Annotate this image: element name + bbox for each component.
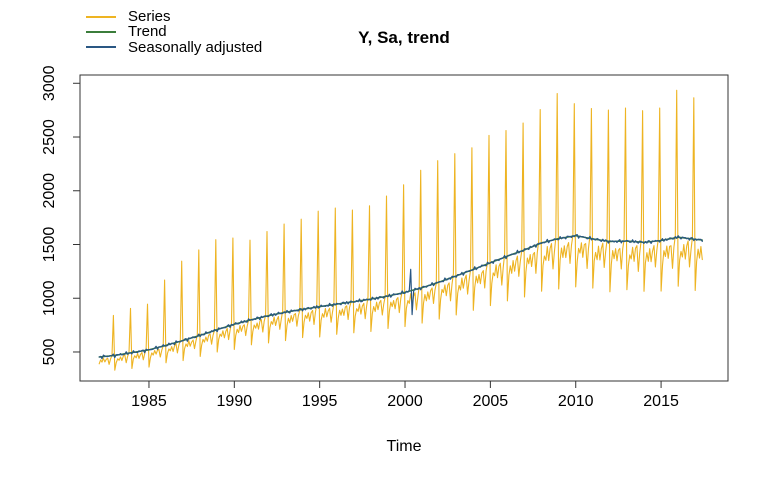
seasonally-adjusted-line bbox=[98, 234, 703, 360]
plot-box bbox=[79, 74, 729, 382]
x-tick-label: 2015 bbox=[643, 393, 679, 410]
series-line-swatch bbox=[86, 15, 116, 18]
series-line bbox=[98, 89, 703, 371]
trend-line-swatch bbox=[86, 31, 116, 34]
x-tick-label: 2010 bbox=[558, 393, 594, 410]
x-tick-label: 1995 bbox=[302, 393, 338, 410]
y-tick-label: 1000 bbox=[41, 280, 58, 316]
y-tick-label: 3000 bbox=[41, 65, 58, 101]
legend-label-seasonally-adjusted: Seasonally adjusted bbox=[128, 38, 263, 56]
y-tick-label: 2500 bbox=[41, 119, 58, 155]
x-axis-title: Time bbox=[386, 438, 422, 455]
seasonally-adjusted-line-swatch bbox=[86, 46, 116, 49]
legend-item-seasonally-adjusted: Seasonally adjusted bbox=[86, 38, 263, 56]
x-tick-label: 1985 bbox=[131, 393, 167, 410]
y-tick-label: 1500 bbox=[41, 227, 58, 263]
y-tick-label: 2000 bbox=[41, 173, 58, 209]
x-tick-label: 1990 bbox=[217, 393, 253, 410]
legend-item-trend: Trend bbox=[86, 23, 262, 41]
legend-item-series: Series bbox=[86, 9, 262, 24]
legend-label-series: Series bbox=[128, 8, 171, 25]
chart-title: Y, Sa, trend bbox=[358, 28, 450, 47]
x-tick-label: 2000 bbox=[387, 393, 423, 410]
y-tick-label: 500 bbox=[41, 339, 58, 366]
x-tick-label: 2005 bbox=[473, 393, 509, 410]
legend: Series Trend Seasonally adjusted bbox=[86, 9, 262, 55]
legend-label-trend: Trend bbox=[128, 23, 167, 41]
